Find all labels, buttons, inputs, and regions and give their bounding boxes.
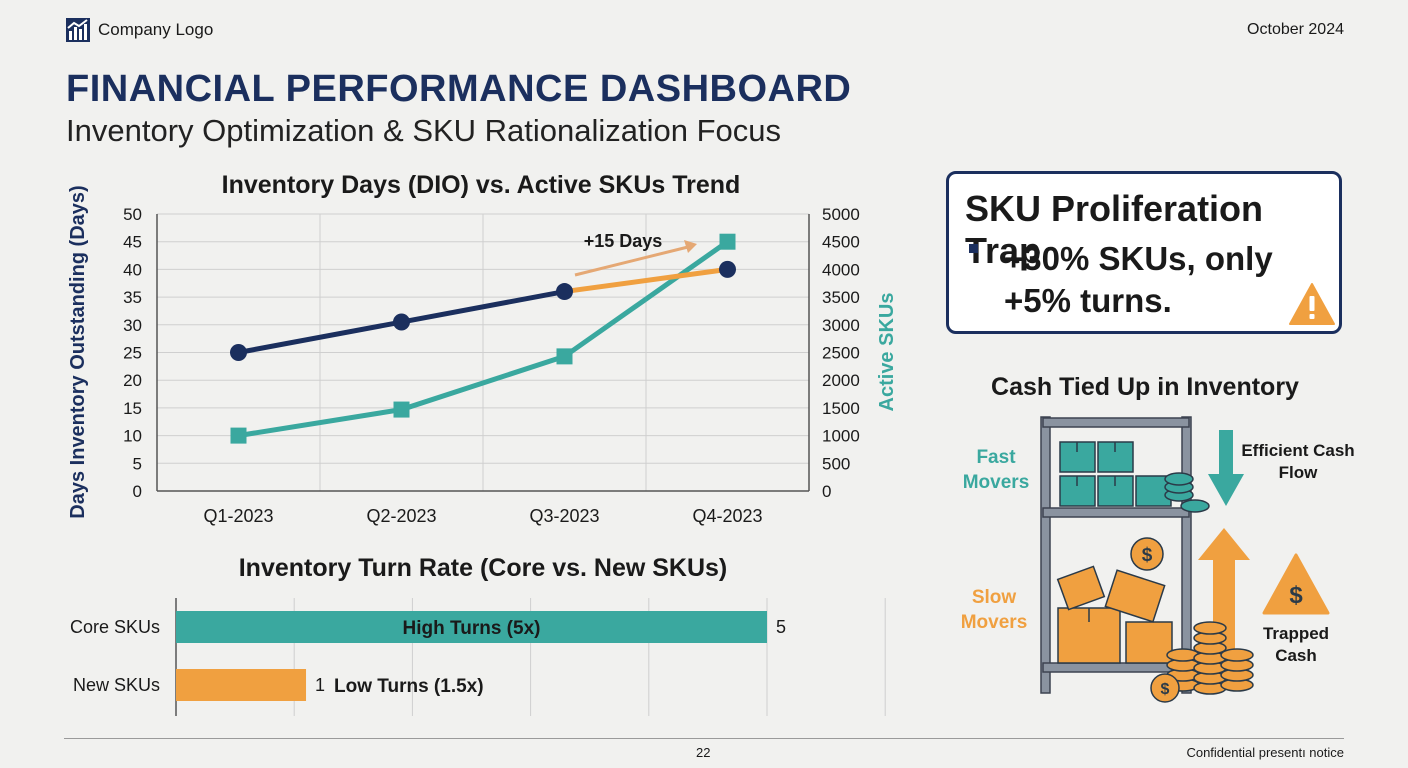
line-chart-series [230, 233, 736, 444]
trapped-dollar-symbol: $ [1289, 582, 1303, 609]
trapped-label: Trapped Cash [1263, 624, 1329, 665]
y-tick-label: 25 [123, 344, 142, 363]
x-tick-label: Q3-2023 [529, 506, 599, 526]
dio-sku-line-chart: Inventory Days (DIO) vs. Active SKUs Tre… [67, 171, 898, 526]
x-tick-label: Q2-2023 [366, 506, 436, 526]
teal-coin-stack [1164, 472, 1210, 513]
company-logo: Company Logo [66, 18, 213, 42]
dollar-coin-icon: $ [1130, 537, 1164, 571]
fast-movers-label: Fast Movers [963, 447, 1030, 493]
dollar-coin-small-icon: $ [1150, 673, 1180, 703]
line-chart-grid [157, 213, 809, 492]
y2-tick-label: 3500 [822, 288, 860, 307]
page-subtitle: Inventory Optimization & SKU Rationaliza… [66, 113, 782, 148]
turn-rate-bar-chart: Inventory Turn Rate (Core vs. New SKUs) … [70, 554, 886, 716]
y-tick-label: 0 [133, 482, 142, 501]
footer-divider [64, 738, 1344, 739]
marker-active-skus [393, 401, 410, 418]
confidential-note: Confidential presentı notice [1186, 745, 1344, 760]
bar-inner-label: High Turns (5x) [403, 618, 541, 639]
marker-dio [719, 260, 736, 278]
bar-category-label: New SKUs [73, 675, 160, 695]
down-arrow-icon [1208, 430, 1244, 506]
page-number: 22 [696, 745, 711, 760]
marker-active-skus [556, 348, 573, 365]
x-tick-label: Q1-2023 [203, 506, 273, 526]
dollar-symbol: $ [1142, 545, 1153, 566]
bar-new-skus [176, 669, 307, 701]
bar-chart-bars: Core SKUs 5 High Turns (5x) New SKUs 1 Low Tu… [70, 611, 786, 701]
logo-icon [66, 18, 90, 42]
y-tick-label: 30 [123, 316, 142, 335]
y2-tick-label: 3000 [822, 316, 860, 335]
y-tick-label: 5 [133, 454, 142, 473]
efficient-label: Efficient Cash Flow [1241, 441, 1354, 482]
y-tick-label: 40 [123, 260, 142, 279]
left-axis-label: Days Inventory Outstanding (Days) [67, 185, 89, 518]
cash-panel-title: Cash Tied Up in Inventory [991, 373, 1299, 401]
y2-tick-label: 4000 [822, 260, 860, 279]
y-tick-label: 45 [123, 233, 142, 252]
callout-text: +30% SKUs, only +5% turns. [1004, 240, 1273, 320]
marker-active-skus [719, 233, 736, 250]
marker-dio [393, 313, 410, 331]
y2-tick-label: 1000 [822, 427, 860, 446]
right-axis-label: Active SKUs [876, 293, 898, 412]
bar-value-label: 1 [315, 675, 325, 695]
line-chart-title: Inventory Days (DIO) vs. Active SKUs Tre… [222, 171, 741, 199]
y2-tick-label: 2000 [822, 371, 860, 390]
marker-dio [556, 283, 573, 301]
y-tick-label: 10 [123, 427, 142, 446]
y-tick-label: 15 [123, 399, 142, 418]
gold-coin-stack [1166, 621, 1254, 695]
fast-mover-boxes [1059, 441, 1172, 507]
x-tick-label: Q4-2023 [692, 506, 762, 526]
series-line-active-skus [238, 239, 729, 439]
marker-active-skus [230, 427, 247, 444]
page-title: FINANCIAL PERFORMANCE DASHBOARD [66, 68, 852, 110]
warning-icon [1289, 283, 1335, 325]
y2-tick-label: 5000 [822, 205, 860, 224]
y2-tick-label: 500 [822, 454, 850, 473]
y2-tick-label: 4500 [822, 233, 860, 252]
dollar-symbol-small: $ [1161, 681, 1170, 698]
line-chart-axes: 0510152025303540455005001000150020002500… [123, 205, 860, 526]
annotation-arrow [574, 240, 697, 277]
cash-tied-up-panel: Cash Tied Up in Inventory $ Efficient [961, 373, 1355, 703]
header-date: October 2024 [1247, 21, 1344, 38]
sku-trap-callout: SKU Proliferation Trap +30% SKUs, only +… [946, 171, 1342, 334]
y-tick-label: 35 [123, 288, 142, 307]
series-line-dio-increase [564, 266, 728, 295]
bar-category-label: Core SKUs [70, 617, 160, 637]
y2-tick-label: 2500 [822, 344, 860, 363]
y2-tick-label: 0 [822, 482, 831, 501]
y2-tick-label: 1500 [822, 399, 860, 418]
trapped-warning-icon: $ [1262, 553, 1330, 615]
logo-text: Company Logo [98, 20, 214, 39]
slow-movers-label: Slow Movers [961, 587, 1028, 633]
y-tick-label: 50 [123, 205, 142, 224]
y-tick-label: 20 [123, 371, 142, 390]
callout-bullet [969, 244, 978, 253]
bar-inner-label: Low Turns (1.5x) [334, 676, 484, 697]
bar-core-skus [176, 611, 767, 643]
annotation-label: +15 Days [584, 231, 663, 251]
slow-mover-boxes [1056, 565, 1173, 664]
bar-value-label: 5 [776, 617, 786, 637]
marker-dio [230, 344, 247, 361]
bar-chart-title: Inventory Turn Rate (Core vs. New SKUs) [239, 554, 728, 582]
